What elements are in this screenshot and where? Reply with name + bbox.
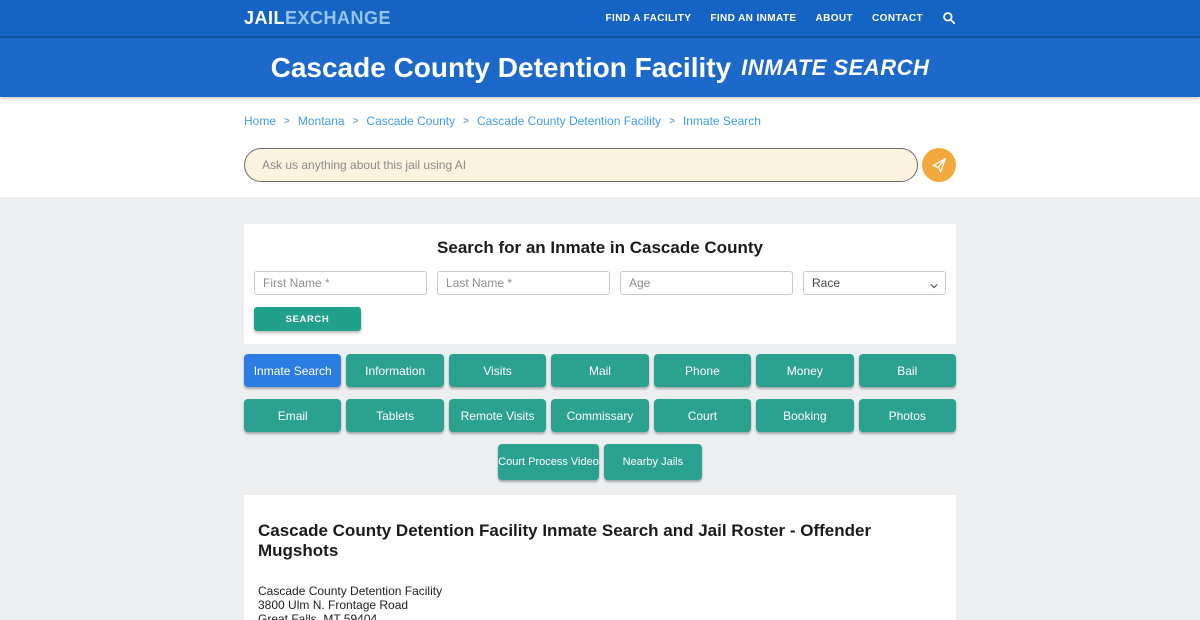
- tab-button-nearby-jails[interactable]: Nearby Jails: [603, 444, 702, 480]
- breadcrumb-separator: >: [352, 115, 359, 127]
- facility-info-card: Cascade County Detention Facility Inmate…: [244, 495, 956, 620]
- search-icon: [942, 11, 956, 25]
- tab-button-inmate-search[interactable]: Inmate Search: [244, 354, 342, 387]
- breadcrumb: Home > Montana > Cascade County > Cascade Coun…: [244, 114, 956, 128]
- logo-part-jail: JAIL: [244, 7, 286, 28]
- ai-search-input[interactable]: [244, 148, 918, 182]
- breadcrumb-separator: >: [669, 115, 675, 127]
- logo-part-exchange: EXCHANGE: [285, 7, 392, 28]
- last-name-field[interactable]: [437, 271, 610, 295]
- tab-button-court[interactable]: Court: [653, 399, 752, 432]
- breadcrumb-link-cascade-county-detention-facility[interactable]: Cascade County Detention Facility: [476, 114, 662, 128]
- tab-row-3: Court Process Video Nearby Jails: [244, 444, 956, 480]
- facility-name: Cascade County Detention Facility: [258, 584, 443, 598]
- facility-tabs: Inmate Search Information Visits Mail Phone M…: [244, 354, 956, 480]
- age-field[interactable]: [620, 271, 793, 295]
- tab-button-tablets[interactable]: Tablets: [346, 399, 444, 432]
- header-nav: FIND A FACILITY FIND AN INMATE ABOUT CONTAC…: [606, 11, 956, 25]
- breadcrumb-link-montana[interactable]: Montana: [297, 114, 345, 128]
- tab-button-bail[interactable]: Bail: [858, 354, 956, 387]
- breadcrumb-strip: Home > Montana > Cascade County > Cascade Coun…: [0, 97, 1200, 197]
- page-subtitle: INMATE SEARCH: [741, 54, 930, 80]
- main-content: Search for an Inmate in Cascade County R…: [0, 197, 1200, 620]
- tab-button-remote-visits[interactable]: Remote Visits: [448, 399, 547, 432]
- nav-item-find-a-facility[interactable]: FIND A FACILITY: [605, 12, 692, 24]
- ai-search-row: [244, 148, 956, 182]
- tab-button-visits[interactable]: Visits: [448, 354, 547, 387]
- nav-item-find-an-inmate[interactable]: FIND AN INMATE: [710, 12, 797, 24]
- tab-button-information[interactable]: Information: [346, 354, 444, 387]
- tab-button-court-process-video[interactable]: Court Process Video: [498, 444, 599, 480]
- facility-info-heading: Cascade County Detention Facility Inmate…: [258, 521, 872, 560]
- ai-send-button[interactable]: [922, 148, 956, 182]
- nav-item-about[interactable]: ABOUT: [815, 12, 854, 24]
- send-icon: [931, 157, 948, 174]
- search-submit-button[interactable]: SEARCH: [254, 307, 361, 331]
- tab-button-mail[interactable]: Mail: [551, 354, 649, 387]
- breadcrumb-link-cascade-county[interactable]: Cascade County: [366, 114, 456, 128]
- top-bar: JAILEXCHANGE FIND A FACILITY FIND AN INMA…: [0, 0, 1200, 38]
- page-title: Cascade County Detention Facility: [270, 51, 732, 83]
- race-select[interactable]: Race: [803, 271, 946, 295]
- breadcrumb-link-home[interactable]: Home: [244, 114, 277, 128]
- breadcrumb-separator: >: [463, 115, 469, 127]
- facility-address: Cascade County Detention Facility 3800 U…: [258, 584, 942, 620]
- search-icon-button[interactable]: [942, 11, 956, 25]
- tab-button-booking[interactable]: Booking: [756, 399, 854, 432]
- search-form-row: Race: [254, 271, 946, 295]
- tab-row-1: Inmate Search Information Visits Mail Phone M…: [244, 354, 956, 387]
- site-logo[interactable]: JAILEXCHANGE: [244, 8, 391, 29]
- tab-button-commissary[interactable]: Commissary: [551, 399, 649, 432]
- facility-street: 3800 Ulm N. Frontage Road: [258, 598, 409, 612]
- first-name-field[interactable]: [254, 271, 427, 295]
- breadcrumb-link-inmate-search[interactable]: Inmate Search: [682, 114, 761, 128]
- tab-button-photos[interactable]: Photos: [858, 399, 956, 432]
- tab-button-email[interactable]: Email: [244, 399, 342, 432]
- tab-button-phone[interactable]: Phone: [653, 354, 752, 387]
- breadcrumb-separator: >: [284, 115, 290, 127]
- facility-city-state-zip: Great Falls, MT 59404: [258, 612, 378, 620]
- inmate-search-card: Search for an Inmate in Cascade County R…: [244, 224, 956, 344]
- race-select-wrap: Race: [803, 271, 946, 295]
- nav-item-contact[interactable]: CONTACT: [872, 12, 923, 24]
- search-card-title: Search for an Inmate in Cascade County: [437, 238, 763, 257]
- tab-button-money[interactable]: Money: [756, 354, 854, 387]
- page-banner: Cascade County Detention Facility INMATE…: [0, 38, 1200, 97]
- tab-row-2: Email Tablets Remote Visits Commissary Court…: [244, 399, 956, 432]
